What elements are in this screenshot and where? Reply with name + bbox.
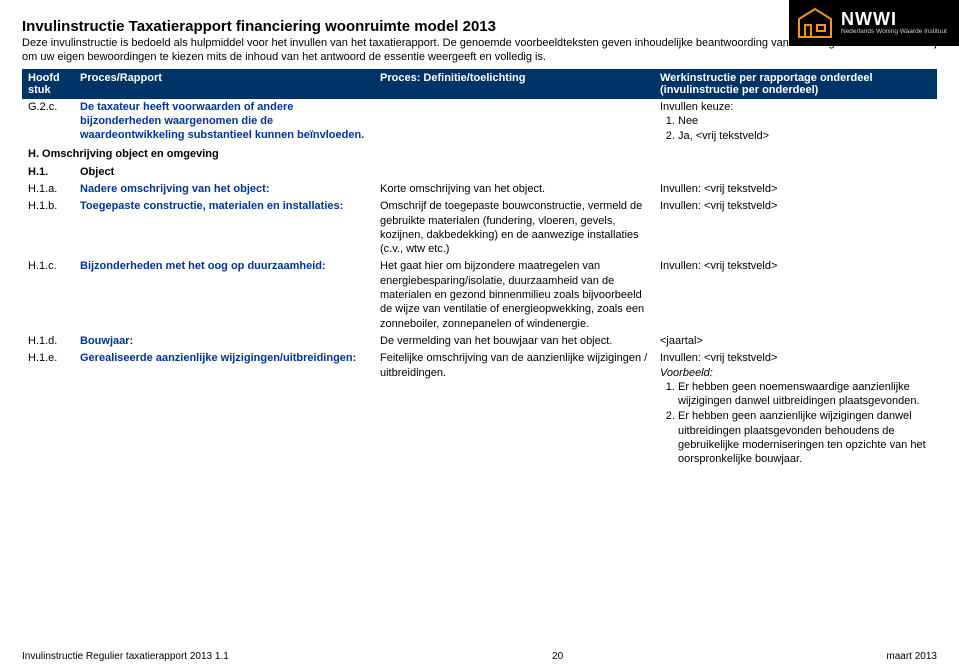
header-hoofdstuk: Hoofdstuk: [22, 69, 74, 99]
footer-right: maart 2013: [886, 651, 937, 662]
cell-code: H.1.: [22, 164, 74, 181]
cell-code: G.2.c.: [22, 99, 74, 147]
cell-def: Korte omschrijving van het object.: [374, 181, 654, 198]
cell-werk: <jaartal>: [654, 333, 937, 350]
cell-werk: Invullen: <vrij tekstveld>: [654, 258, 937, 332]
table-row: H.1.b. Toegepaste constructie, materiale…: [22, 198, 937, 258]
section-label: H. Omschrijving object en omgeving: [22, 146, 937, 163]
cell-def: Het gaat hier om bijzondere maatregelen …: [374, 258, 654, 332]
cell-def: [374, 99, 654, 147]
table-row: H.1.d. Bouwjaar: De vermelding van het b…: [22, 333, 937, 350]
cell-proc: Bouwjaar:: [74, 333, 374, 350]
footer-left: Invulinstructie Regulier taxatierapport …: [22, 651, 229, 662]
nwwi-logo: NWWI Nederlands Woning Waarde Instituut: [789, 0, 959, 46]
section-label: Object: [74, 164, 937, 181]
section-row: H.1. Object: [22, 164, 937, 181]
cell-werk: Invullen: <vrij tekstveld> Voorbeeld: Er…: [654, 350, 937, 469]
cell-proc: Gerealiseerde aanzienlijke wijzigingen/u…: [74, 350, 374, 469]
section-row: H. Omschrijving object en omgeving: [22, 146, 937, 163]
table-row: H.1.c. Bijzonderheden met het oog op duu…: [22, 258, 937, 332]
cell-proc: De taxateur heeft voorwaarden of andere …: [74, 99, 374, 147]
cell-code: H.1.a.: [22, 181, 74, 198]
cell-werk: Invullen keuze: Nee Ja, <vrij tekstveld>: [654, 99, 937, 147]
header-definitie: Proces: Definitie/toelichting: [374, 69, 654, 99]
logo-sub: Nederlands Woning Waarde Instituut: [841, 29, 947, 36]
instruction-table: Hoofdstuk Proces/Rapport Proces: Definit…: [22, 69, 937, 470]
cell-def: De vermelding van het bouwjaar van het o…: [374, 333, 654, 350]
cell-proc: Nadere omschrijving van het object:: [74, 181, 374, 198]
header-werkinstructie: Werkinstructie per rapportage onderdeel(…: [654, 69, 937, 99]
footer-page-number: 20: [552, 651, 563, 662]
table-row: G.2.c. De taxateur heeft voorwaarden of …: [22, 99, 937, 147]
table-row: H.1.a. Nadere omschrijving van het objec…: [22, 181, 937, 198]
logo-abbr: NWWI: [841, 10, 947, 29]
table-row: H.1.e. Gerealiseerde aanzienlijke wijzig…: [22, 350, 937, 469]
page-footer: Invulinstructie Regulier taxatierapport …: [22, 651, 937, 662]
cell-proc: Toegepaste constructie, materialen en in…: [74, 198, 374, 258]
cell-def: Feitelijke omschrijving van de aanzienli…: [374, 350, 654, 469]
cell-code: H.1.c.: [22, 258, 74, 332]
header-proces-rapport: Proces/Rapport: [74, 69, 374, 99]
cell-code: H.1.b.: [22, 198, 74, 258]
cell-proc: Bijzonderheden met het oog op duurzaamhe…: [74, 258, 374, 332]
cell-werk: Invullen: <vrij tekstveld>: [654, 198, 937, 258]
cell-code: H.1.e.: [22, 350, 74, 469]
cell-code: H.1.d.: [22, 333, 74, 350]
cell-werk: Invullen: <vrij tekstveld>: [654, 181, 937, 198]
logo-mark-icon: [797, 7, 833, 39]
cell-def: Omschrijf de toegepaste bouwconstructie,…: [374, 198, 654, 258]
table-header-row: Hoofdstuk Proces/Rapport Proces: Definit…: [22, 69, 937, 99]
